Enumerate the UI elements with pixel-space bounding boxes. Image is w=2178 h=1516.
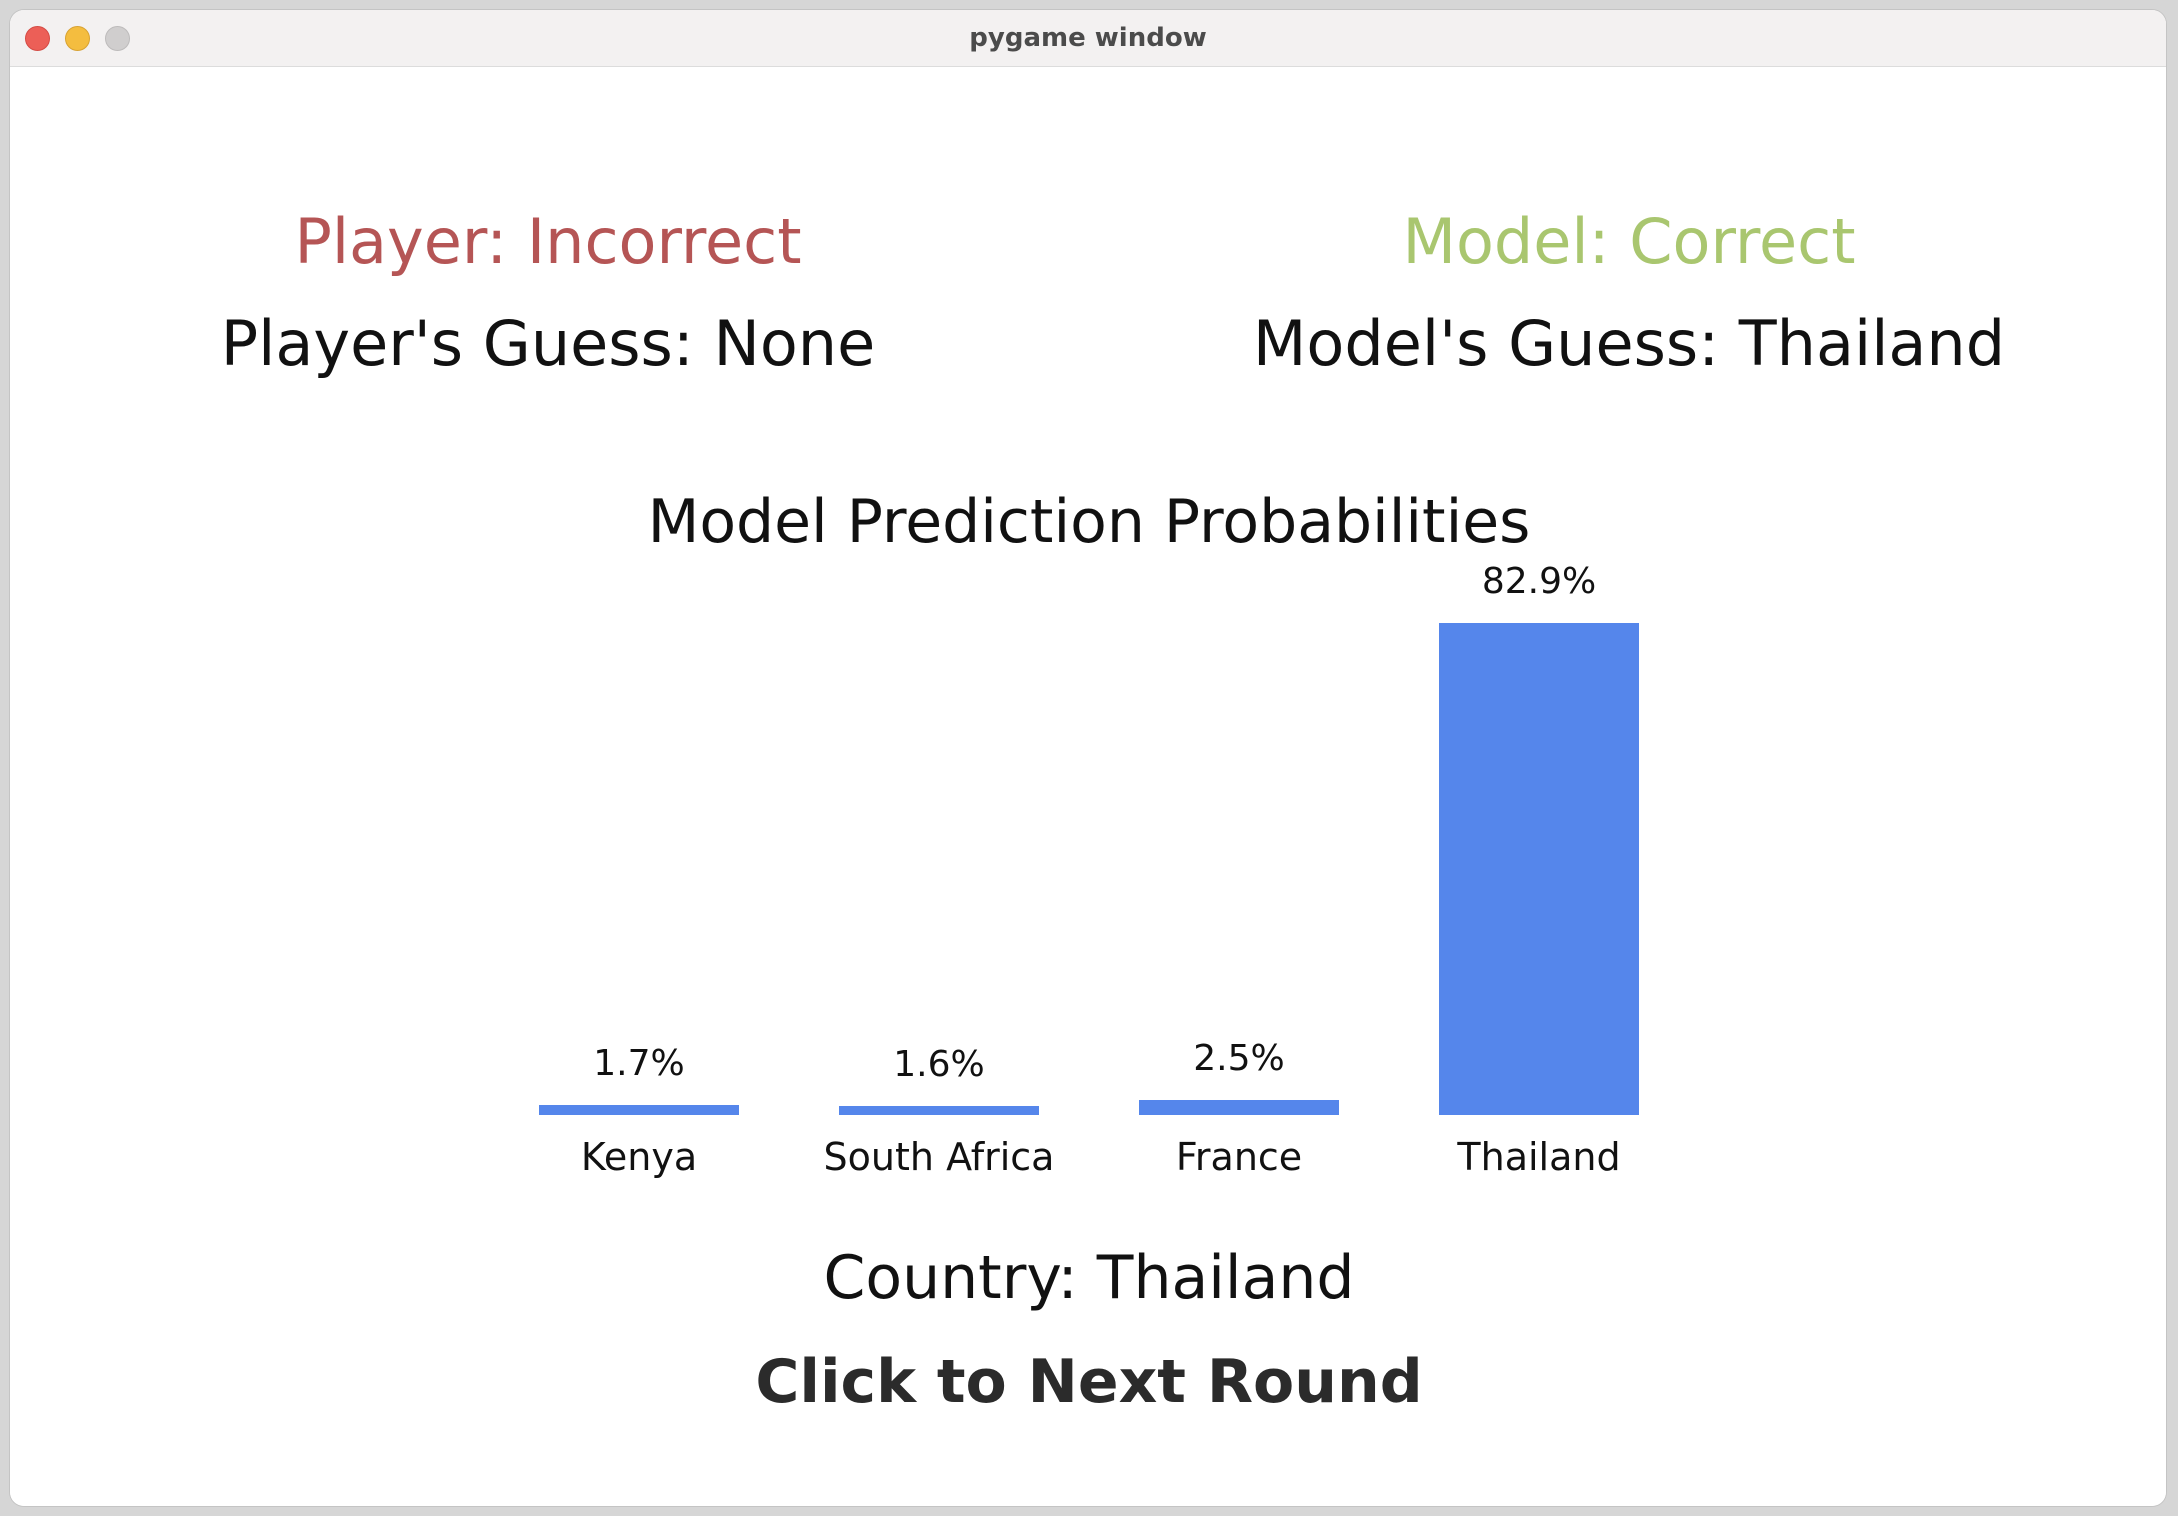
bar-thailand [1439,623,1639,1115]
minimize-window-button[interactable] [65,26,90,51]
bar-value-label: 82.9% [1481,561,1597,602]
player-result: Player: Incorrect [294,205,802,278]
maximize-window-button[interactable] [105,26,130,51]
next-round-button[interactable]: Click to Next Round [755,1347,1423,1417]
game-canvas[interactable]: Player: Incorrect Player's Guess: None M… [10,67,2166,1506]
model-guess: Model's Guess: Thailand [1252,307,2006,380]
bar-category-label: Thailand [1457,1135,1621,1179]
bar-value-label: 1.6% [893,1044,985,1085]
bar-category-label: Kenya [580,1135,698,1179]
bar-value-label: 2.5% [1193,1038,1285,1079]
bar-value-label: 1.7% [593,1043,685,1084]
bar-kenya [539,1105,739,1115]
chart-title: Model Prediction Probabilities [647,487,1531,557]
bar-south-africa [839,1106,1039,1115]
bar-france [1139,1100,1339,1115]
game-window: pygame window Player: Incorrect Player's… [10,10,2166,1506]
bar-category-label: South Africa [823,1135,1055,1179]
window-title: pygame window [969,23,1207,53]
model-result: Model: Correct [1402,205,1856,278]
player-guess: Player's Guess: None [220,307,876,380]
bar-category-label: France [1175,1135,1303,1179]
title-bar: pygame window [10,10,2166,67]
close-window-button[interactable] [25,26,50,51]
country-answer: Country: Thailand [823,1243,1355,1313]
